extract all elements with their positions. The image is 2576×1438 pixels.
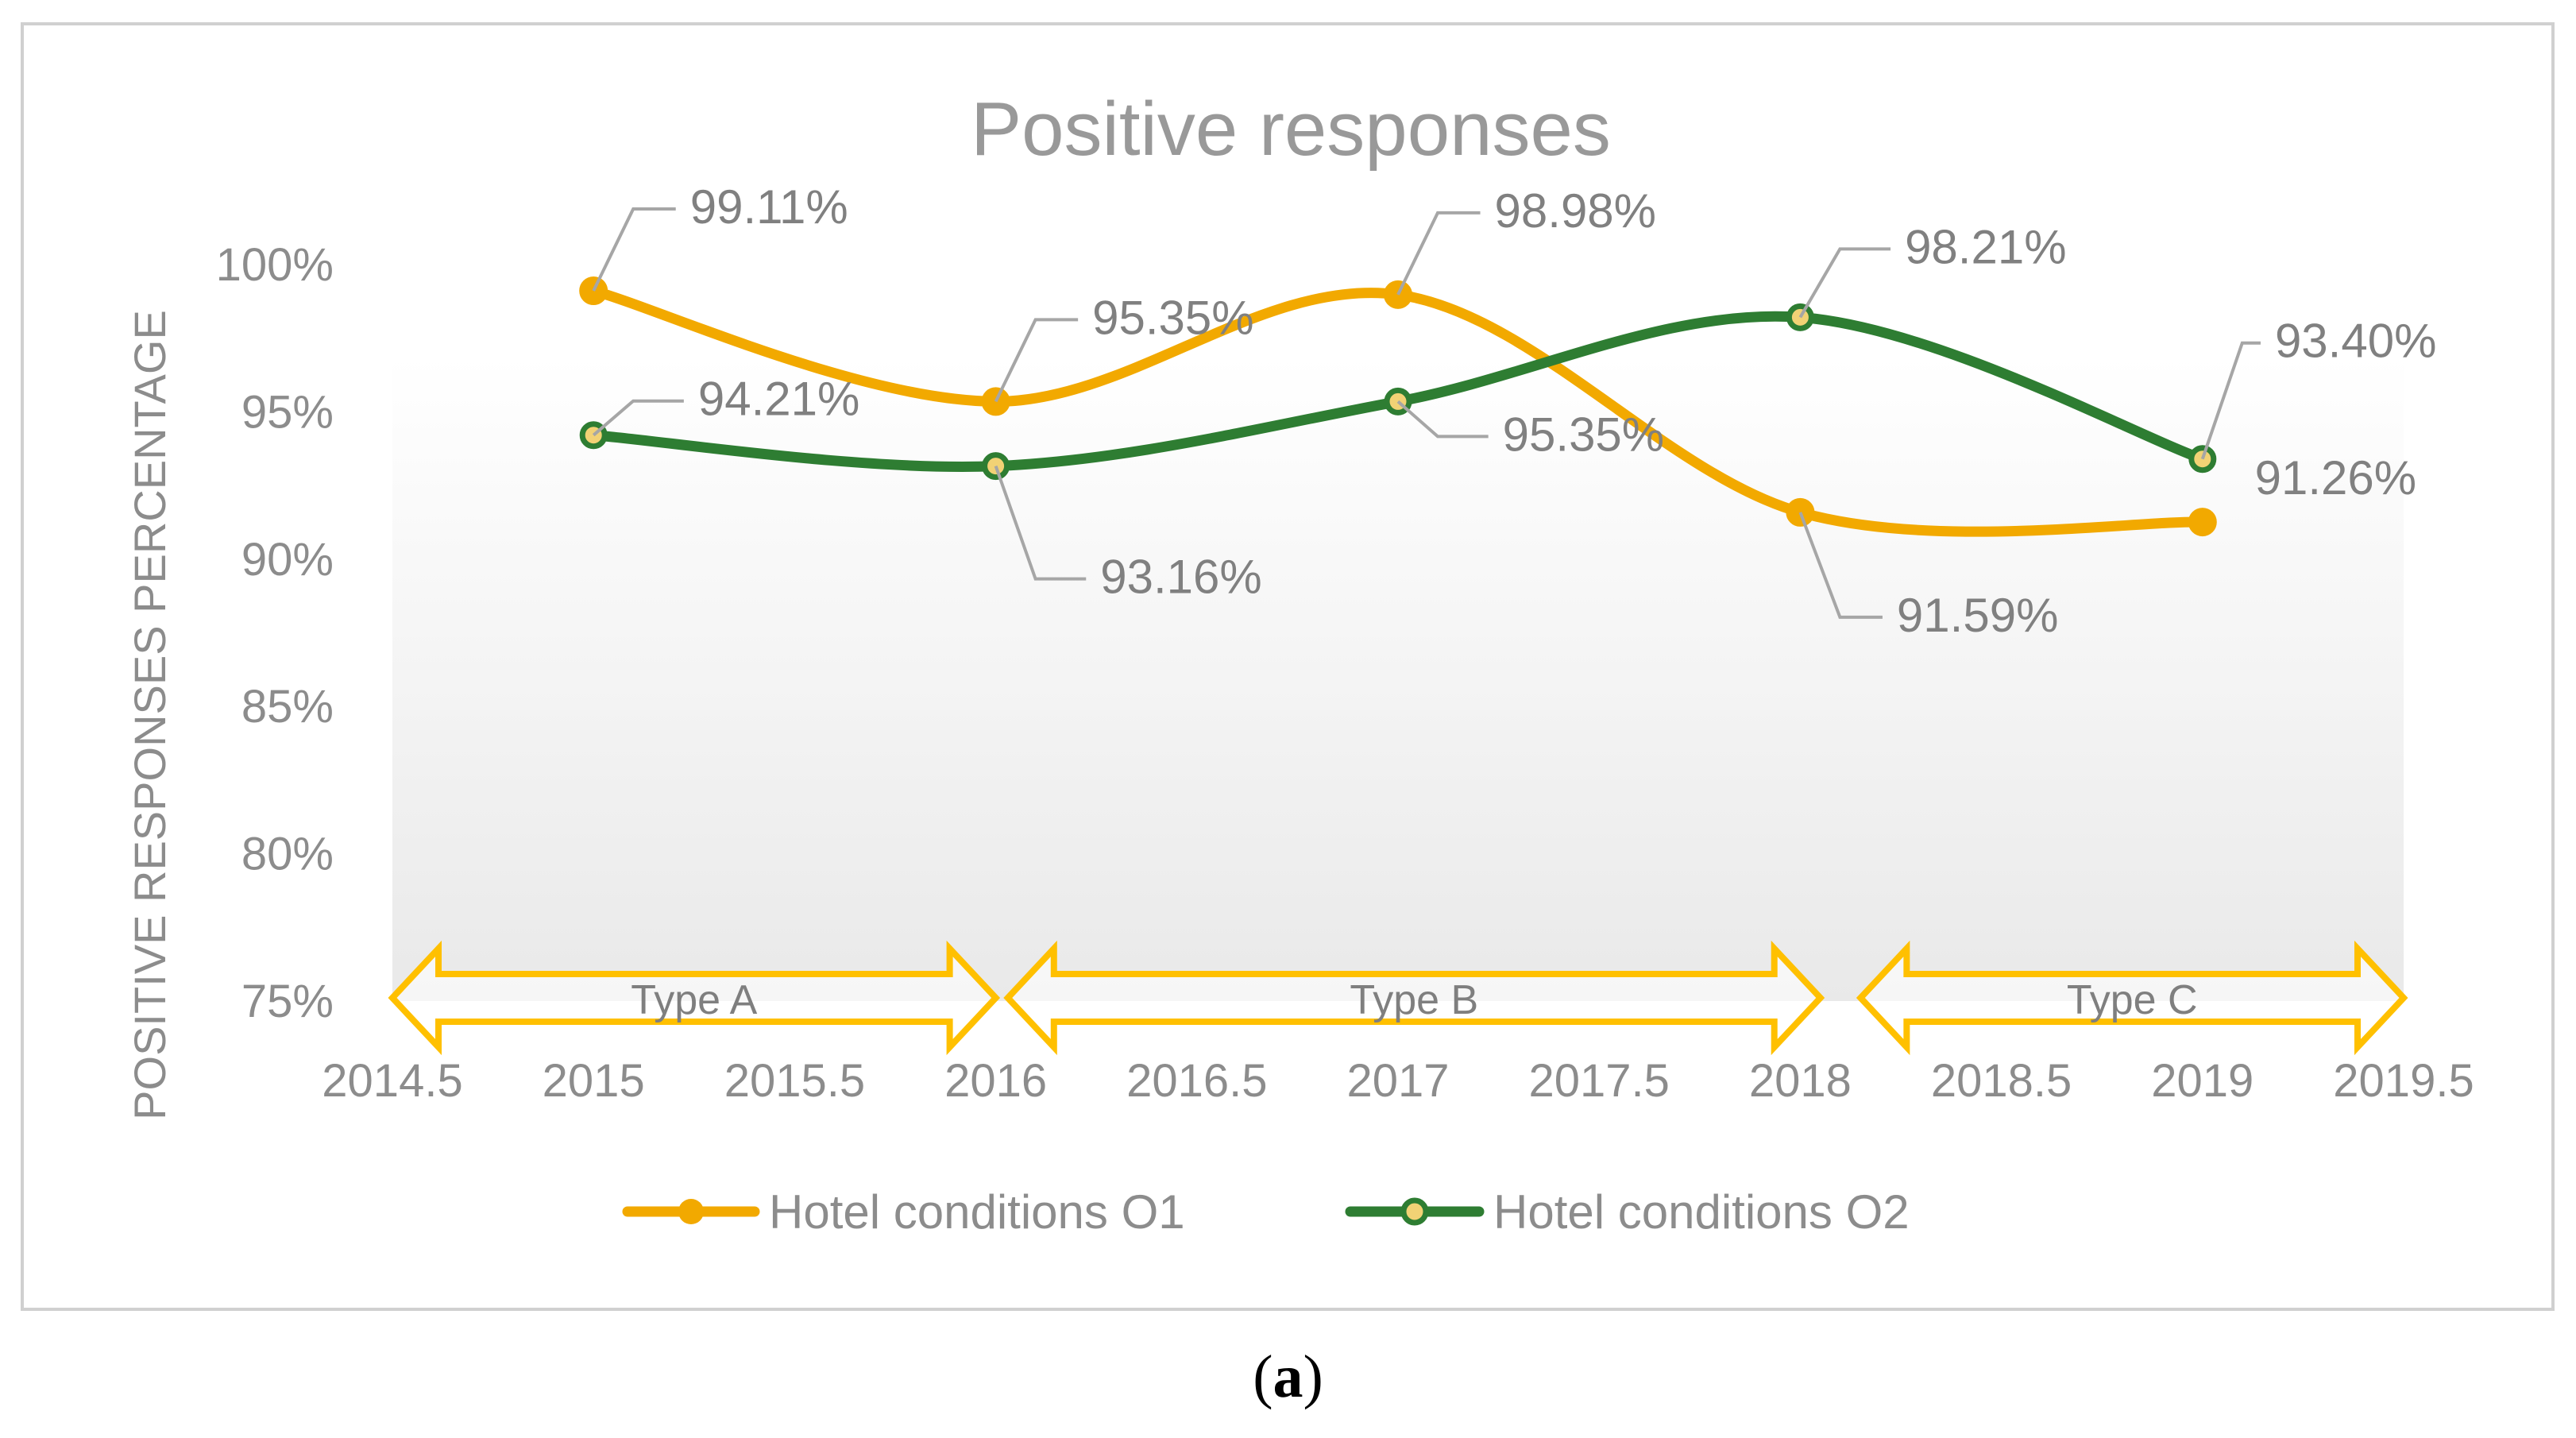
label-leader-line: [1798, 512, 1883, 619]
x-tick-label: 2016.5: [1126, 1055, 1267, 1107]
period-arrow: [1003, 940, 1825, 1056]
chart-title: Positive responses: [971, 87, 1611, 172]
period-arrow: [1856, 940, 2408, 1056]
x-tick-label: 2017.5: [1528, 1055, 1669, 1107]
label-leader-line: [1396, 400, 1489, 439]
y-tick-label: 85%: [241, 681, 334, 733]
y-tick-label: 95%: [241, 386, 334, 438]
label-leader-line: [994, 318, 1079, 403]
data-label: 93.16%: [1100, 551, 1262, 604]
legend-marker: [1400, 1197, 1429, 1226]
x-tick-label: 2019.5: [2333, 1055, 2474, 1107]
legend-label: Hotel conditions O1: [769, 1185, 1185, 1239]
data-label: 91.59%: [1897, 589, 2059, 642]
x-tick-label: 2015: [543, 1055, 645, 1107]
data-label: 95.35%: [1503, 408, 1665, 461]
legend-marker: [678, 1199, 704, 1224]
data-label: 98.21%: [1905, 220, 2067, 273]
x-tick-label: 2019: [2151, 1055, 2254, 1107]
period-label: Type B: [1350, 977, 1478, 1023]
data-label: 98.98%: [1495, 184, 1657, 238]
x-tick-label: 2017: [1346, 1055, 1449, 1107]
label-leader-line: [592, 399, 684, 437]
label-leader-line: [1396, 211, 1481, 296]
y-tick-label: 100%: [216, 239, 334, 291]
period-label: Type A: [631, 977, 757, 1023]
label-leader-line: [592, 207, 676, 292]
caption-letter: a: [1273, 1343, 1303, 1410]
label-leader-line: [1798, 247, 1891, 319]
x-tick-label: 2018.5: [1931, 1055, 2072, 1107]
y-tick-label: 80%: [241, 829, 334, 880]
x-tick-label: 2015.5: [724, 1055, 865, 1107]
data-point: [2188, 508, 2217, 537]
period-arrow: [388, 940, 1001, 1056]
data-label: 93.40%: [2275, 315, 2437, 368]
y-tick-label: 90%: [241, 534, 334, 586]
data-label: 94.21%: [698, 373, 860, 426]
x-tick-label: 2014.5: [322, 1055, 462, 1107]
plot-area: [392, 356, 2404, 1001]
period-label: Type C: [2067, 977, 2198, 1023]
x-tick-label: 2018: [1749, 1055, 1852, 1107]
data-label: 91.26%: [2255, 451, 2417, 504]
x-tick-label: 2016: [944, 1055, 1047, 1107]
caption-close-paren: ): [1303, 1343, 1323, 1410]
caption-open-paren: (: [1253, 1343, 1273, 1410]
label-leader-line: [994, 465, 1087, 581]
y-axis-label: POSITIVE RESPONSES PERCENTAGE: [125, 310, 175, 1120]
label-leader-line: [2200, 341, 2261, 460]
data-label: 95.35%: [1092, 291, 1254, 344]
figure-caption: (a): [0, 1343, 2576, 1412]
data-label: 99.11%: [690, 180, 848, 234]
y-tick-label: 75%: [241, 976, 334, 1027]
legend-label: Hotel conditions O2: [1493, 1185, 1910, 1239]
